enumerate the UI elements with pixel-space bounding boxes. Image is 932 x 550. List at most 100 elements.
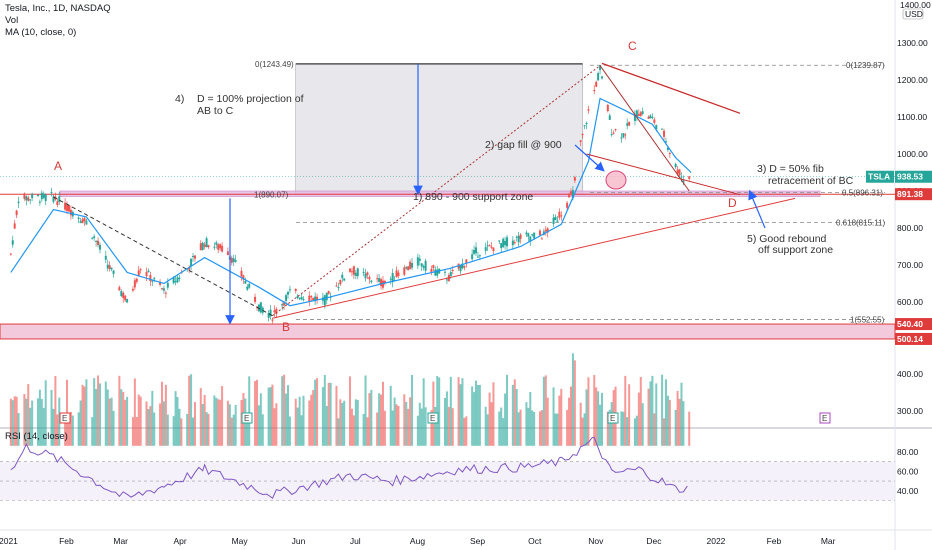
candle-body [356,268,359,277]
candle-body [676,169,679,174]
volume-bar [69,411,72,446]
candle-body [147,270,150,273]
time-tick: Apr [173,536,186,546]
candle-body [626,123,629,126]
candle-body [573,177,576,181]
candle-body [273,310,276,313]
fib-level-label: 0.5(896.31) [842,188,883,197]
volume-bar [542,376,545,446]
earnings-marker-box [59,412,71,424]
volume-bar [471,386,474,446]
candle-body [281,304,284,306]
candle-body [341,274,344,279]
volume-bar [161,381,164,446]
volume-bar [504,393,507,446]
point-c-label: C [628,39,637,53]
volume-bar [655,383,658,446]
volume-bar [583,413,586,446]
volume-bar [587,377,590,446]
candle-body [81,219,84,224]
candle-body [622,133,625,138]
time-tick: Jun [292,536,306,546]
candle-body [471,254,474,260]
candle-body [391,272,394,283]
candle-body [434,269,437,276]
volume-bar [296,407,299,446]
ma-legend[interactable]: MA (10, close, 0) [5,27,77,38]
ma-line [10,97,692,307]
volume-bar [622,411,625,446]
candle-body [465,259,468,264]
earnings-marker-box [607,412,619,424]
fib-level-label: 0(1239.87) [846,61,885,70]
candle-body [445,279,448,281]
rsi-legend[interactable]: RSI (14, close) [5,431,68,442]
candle-body [451,269,454,271]
candle-body [569,191,572,194]
candle-body [298,298,301,300]
time-tick: 2022 [706,536,725,546]
candle-body [69,209,72,216]
volume-bar [172,416,175,446]
volume-bar [122,391,125,446]
volume-bar [180,418,183,446]
projection-box [295,63,583,195]
candle-body [271,319,274,321]
candle-body [383,281,386,284]
volume-bar [525,402,528,446]
candle-body [538,230,541,236]
candle-body [66,205,69,211]
candle-body [376,278,379,280]
candle-body [339,280,342,285]
candle-body [397,272,400,276]
volume-bar [106,389,109,446]
candle-body [25,196,28,201]
candle-body [380,279,383,286]
annotation-5-line1: 5) Good rebound [747,233,827,245]
volume-bar [649,381,652,446]
volume-bar [364,375,367,446]
volume-bar [581,417,584,446]
volume-bar [79,400,82,446]
candle-body [106,264,109,269]
candle-body [403,267,406,275]
volume-bar [234,405,237,446]
volume-bar [67,414,70,446]
volume-bar [540,410,543,446]
volume-bar [221,386,224,446]
candle-body [571,190,574,199]
symbol-legend[interactable]: Tesla, Inc., 1D, NASDAQ [5,3,111,14]
price-tick: 800.00 [897,223,923,233]
candle-body [639,112,642,116]
candle-body [381,280,384,288]
candle-body [44,194,47,202]
volume-legend[interactable]: Vol [5,15,19,26]
volume-bar [174,391,177,446]
volume-bar [502,418,505,446]
candle-body [308,295,311,302]
candle-body [476,256,479,258]
price-tag-value: 891.38 [897,189,923,199]
volume-bar [97,375,100,446]
volume-bar [188,375,191,446]
candle-body [370,280,373,283]
candle-body [529,236,532,242]
volume-bar [610,402,613,446]
volume-bar [310,394,313,446]
volume-bar [370,389,373,446]
candle-body [655,124,658,130]
rsi-line [10,436,688,500]
price-tag-box [895,332,932,345]
candle-body [110,267,113,270]
volume-bar [38,389,41,446]
candle-body [135,278,138,282]
volume-bar [389,385,392,446]
volume-bar [579,402,582,446]
volume-bar [405,401,408,446]
volume-bar [207,413,210,446]
volume-bar [133,378,136,446]
volume-bar [635,415,638,446]
volume-bar [199,388,202,446]
